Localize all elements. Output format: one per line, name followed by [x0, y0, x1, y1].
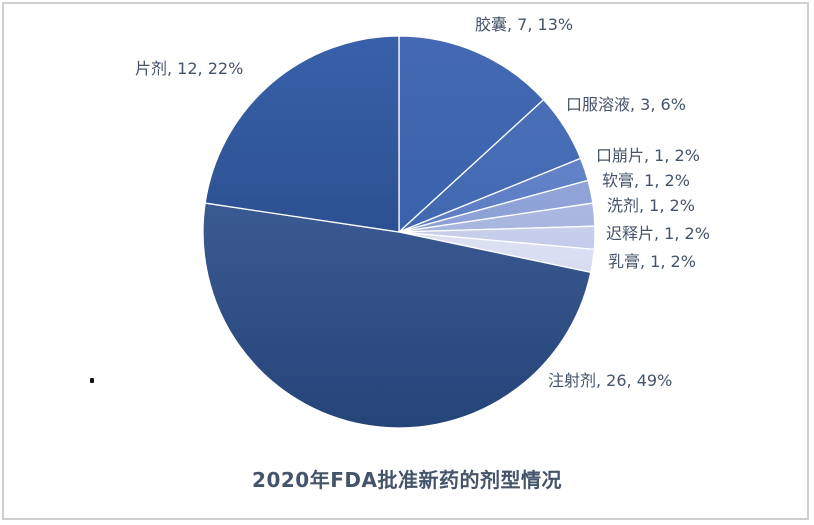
pie-slice-injection: [202, 202, 592, 429]
chart-title: 2020年FDA批准新药的剂型情况: [252, 468, 562, 492]
data-label-delayed-release-tablet: 迟释片, 1, 2%: [606, 224, 710, 243]
data-label-capsule: 胶囊, 7, 13%: [475, 15, 574, 34]
data-label-ointment: 软膏, 1, 2%: [602, 171, 690, 190]
data-label-tablet: 片剂, 12, 22%: [135, 59, 244, 78]
stray-dot-mark: [90, 378, 94, 383]
data-label-lotion: 洗剂, 1, 2%: [607, 196, 695, 215]
pie-slice-tablet: [204, 35, 400, 233]
data-label-injection: 注射剂, 26, 49%: [548, 371, 673, 390]
data-label-cream: 乳膏, 1, 2%: [608, 252, 696, 271]
data-label-oral-solution: 口服溶液, 3, 6%: [566, 95, 686, 114]
data-label-orally-disintegrating-tablet: 口崩片, 1, 2%: [596, 146, 700, 165]
pie-slice-capsule: [398, 35, 545, 233]
